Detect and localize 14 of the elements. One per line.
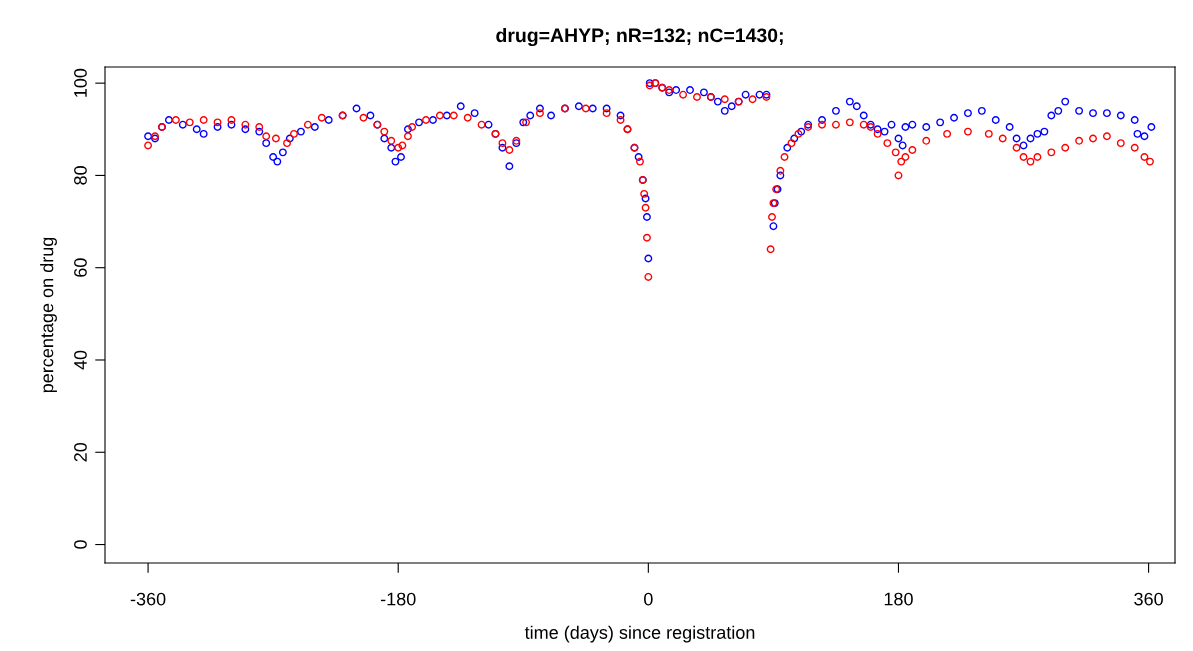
y-tick-label: 0 (74, 540, 87, 549)
x-tick-label: 360 (1134, 592, 1163, 606)
x-axis-title: time (days) since registration (524, 625, 755, 643)
x-tick-label: 180 (884, 592, 913, 606)
y-tick-label: 60 (74, 258, 87, 277)
y-axis-title: percentage on drug (40, 237, 57, 393)
y-tick-label: 40 (74, 350, 87, 370)
y-tick-label: 100 (74, 68, 87, 97)
y-tick-label: 80 (74, 166, 87, 185)
y-tick-label: 20 (74, 442, 87, 462)
x-tick-label: -180 (380, 592, 416, 606)
x-tick-label: 0 (644, 592, 653, 606)
chart-title: drug=AHYP; nR=132; nC=1430; (496, 27, 783, 47)
x-tick-label: -360 (130, 592, 166, 606)
